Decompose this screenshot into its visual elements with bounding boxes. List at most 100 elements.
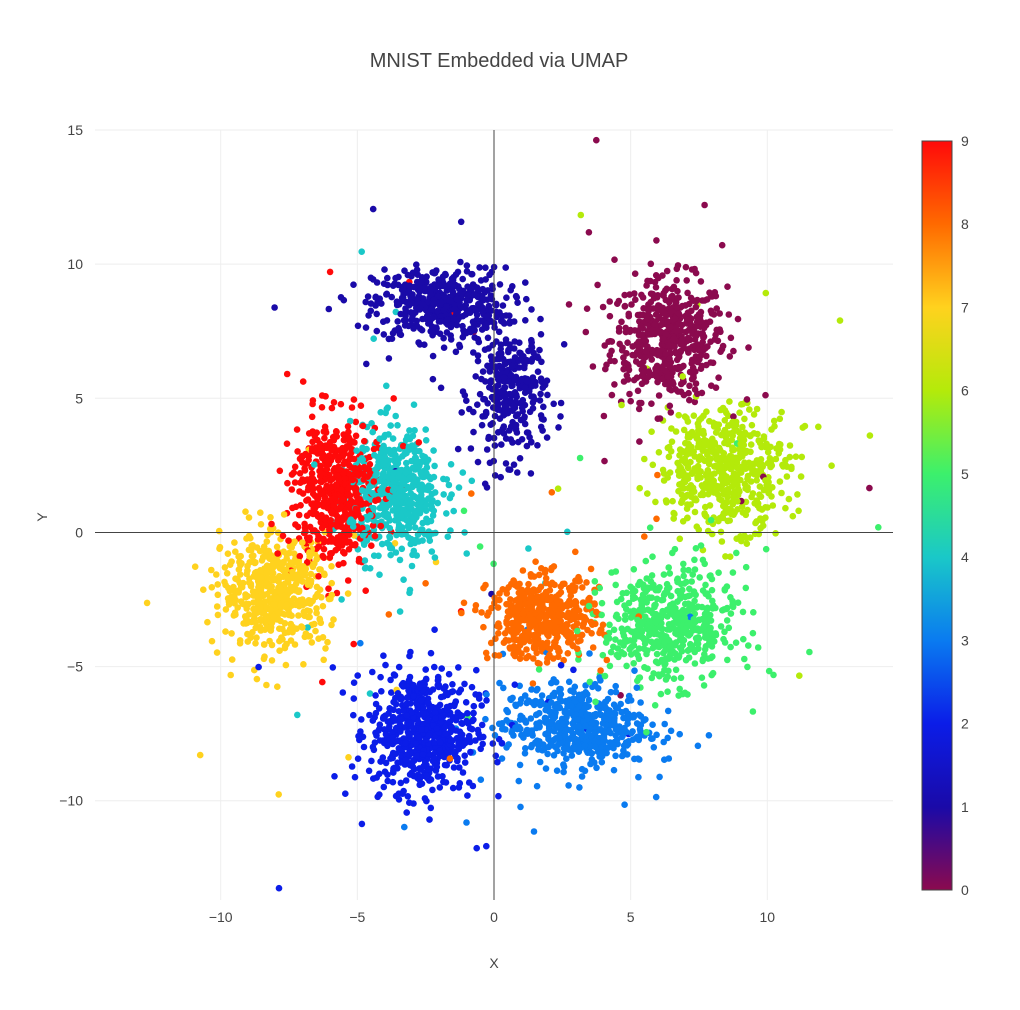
scatter-point [461,392,469,399]
scatter-point [389,435,397,442]
scatter-point [866,484,873,492]
scatter-point [682,263,690,271]
scatter-point [591,680,599,688]
scatter-point [684,501,691,508]
scatter-point [390,395,398,402]
scatter-point [680,566,687,574]
scatter-point [449,681,456,688]
scatter-point [730,494,737,501]
scatter-point [369,205,377,213]
scatter-point [643,728,650,736]
scatter-point [549,619,557,626]
scatter-point [599,651,607,659]
scatter-point [493,313,501,321]
scatter-point [391,540,399,547]
scatter-point [715,374,722,382]
scatter-point [581,705,588,712]
scatter-point [376,721,384,728]
scatter-point [297,479,304,487]
scatter-point [678,363,686,371]
scatter-point [239,579,247,587]
scatter-point [624,339,631,347]
scatter-point [208,637,216,645]
scatter-point [536,758,544,766]
scatter-point [367,307,375,315]
scatter-point [383,405,391,413]
scatter-point [283,370,291,378]
scatter-point [244,617,251,624]
scatter-point [723,617,731,624]
scatter-point [655,643,663,651]
scatter-point [716,310,723,317]
scatter-point [542,579,550,587]
scatter-point [599,303,607,311]
scatter-point [492,301,499,308]
scatter-point [400,576,407,583]
scatter-point [496,590,503,597]
scatter-point [408,562,416,570]
scatter-point [638,626,645,634]
scatter-point [491,472,499,479]
scatter-point [727,610,735,617]
scatter-point [639,294,647,301]
scatter-point [667,592,675,600]
scatter-point [717,528,725,536]
scatter-point [680,616,688,623]
scatter-point [548,579,556,587]
scatter-point [719,404,727,412]
scatter-point [560,750,567,757]
scatter-point [480,623,487,631]
scatter-point [443,510,450,517]
scatter-point [423,518,431,526]
scatter-point [428,548,436,555]
scatter-point [339,496,346,503]
scatter-point [308,470,316,477]
scatter-point [481,396,489,403]
scatter-point [376,571,383,578]
scatter-point [583,711,590,718]
scatter-point [626,646,633,653]
scatter-point [449,688,457,695]
scatter-point [457,258,464,266]
scatter-point [461,759,469,766]
scatter-point [560,341,568,348]
scatter-point [257,509,264,516]
scatter-point [452,271,460,278]
scatter-point [596,584,603,592]
scatter-point [263,681,270,689]
scatter-point [606,312,614,320]
scatter-point [351,542,359,549]
scatter-point [396,608,404,615]
scatter-point [438,665,446,672]
scatter-point [608,391,616,399]
scatter-point [694,640,702,648]
scatter-point [384,274,391,282]
scatter-point [454,445,462,453]
scatter-point [667,308,675,315]
scatter-point [385,611,393,618]
scatter-point [404,793,412,800]
scatter-point [573,620,581,627]
scatter-point [684,418,692,425]
scatter-point [708,586,716,594]
scatter-point [655,392,663,399]
scatter-point [384,777,392,785]
scatter-point [522,719,530,726]
scatter-point [647,298,655,306]
scatter-point [473,311,481,319]
scatter-point [422,437,430,444]
scatter-point [625,310,632,318]
scatter-point [762,504,769,511]
scatter-point [491,412,499,420]
scatter-point [677,470,685,478]
scatter-point [767,463,774,471]
scatter-point [587,760,594,768]
scatter-point [200,586,207,593]
scatter-point [425,320,432,327]
scatter-point [402,494,409,501]
scatter-point [473,844,481,852]
scatter-point [617,700,624,708]
scatter-point [699,455,706,463]
scatter-point [681,600,689,608]
scatter-point [321,434,328,442]
